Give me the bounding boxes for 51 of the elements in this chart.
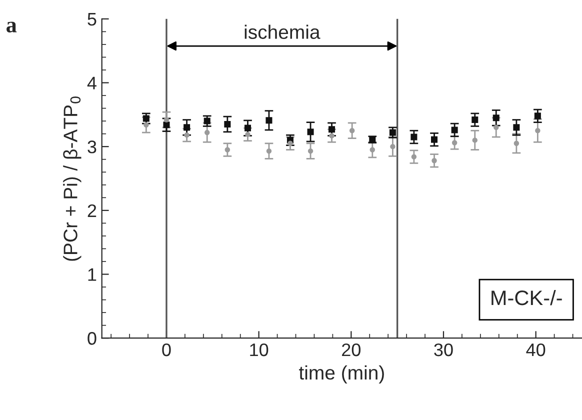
annotation: M-CK-/- xyxy=(492,290,562,306)
point xyxy=(492,114,500,122)
point xyxy=(389,129,396,136)
point xyxy=(163,122,170,128)
point xyxy=(224,147,230,152)
point xyxy=(245,132,250,138)
point xyxy=(451,126,458,134)
point xyxy=(308,148,314,154)
point xyxy=(513,124,520,131)
point xyxy=(266,117,272,124)
annotation: ischemia xyxy=(244,24,320,39)
point xyxy=(494,124,499,130)
point xyxy=(288,140,293,146)
point xyxy=(432,158,437,164)
y-axis-title: (PCr + Pi) / β-ATP$_{0}$ xyxy=(63,96,82,261)
point xyxy=(184,124,190,131)
point xyxy=(328,126,336,133)
point xyxy=(266,148,272,154)
x-axis-title: time (min) xyxy=(299,365,384,384)
point xyxy=(410,134,418,140)
x-tick-label: 0 xyxy=(162,343,171,356)
point xyxy=(349,128,355,134)
point xyxy=(204,118,210,124)
y-tick-label: 1 xyxy=(88,268,96,281)
point xyxy=(472,138,478,143)
y-tick-label: 3 xyxy=(88,140,96,154)
point xyxy=(204,130,210,136)
point xyxy=(535,128,540,134)
text: a xyxy=(6,22,17,32)
point xyxy=(142,115,150,122)
y-tick-label: 0 xyxy=(88,332,96,345)
point xyxy=(370,147,375,152)
x-tick-label: 20 xyxy=(342,343,360,356)
point xyxy=(244,124,251,132)
y-tick-label: 2 xyxy=(88,204,96,217)
point xyxy=(452,140,458,146)
point xyxy=(390,144,396,150)
point xyxy=(411,154,417,160)
y-tick-label: 5 xyxy=(88,13,96,26)
point xyxy=(164,117,170,122)
x-tick-label: 30 xyxy=(434,343,453,356)
x-tick-label: 10 xyxy=(250,343,268,356)
point xyxy=(431,136,438,143)
point xyxy=(514,140,520,146)
point xyxy=(472,116,478,124)
point xyxy=(307,128,314,136)
point xyxy=(534,112,541,120)
y-tick-label: 4 xyxy=(87,76,96,90)
x-tick-label: 40 xyxy=(526,343,546,356)
point xyxy=(144,122,149,128)
point xyxy=(224,120,231,128)
